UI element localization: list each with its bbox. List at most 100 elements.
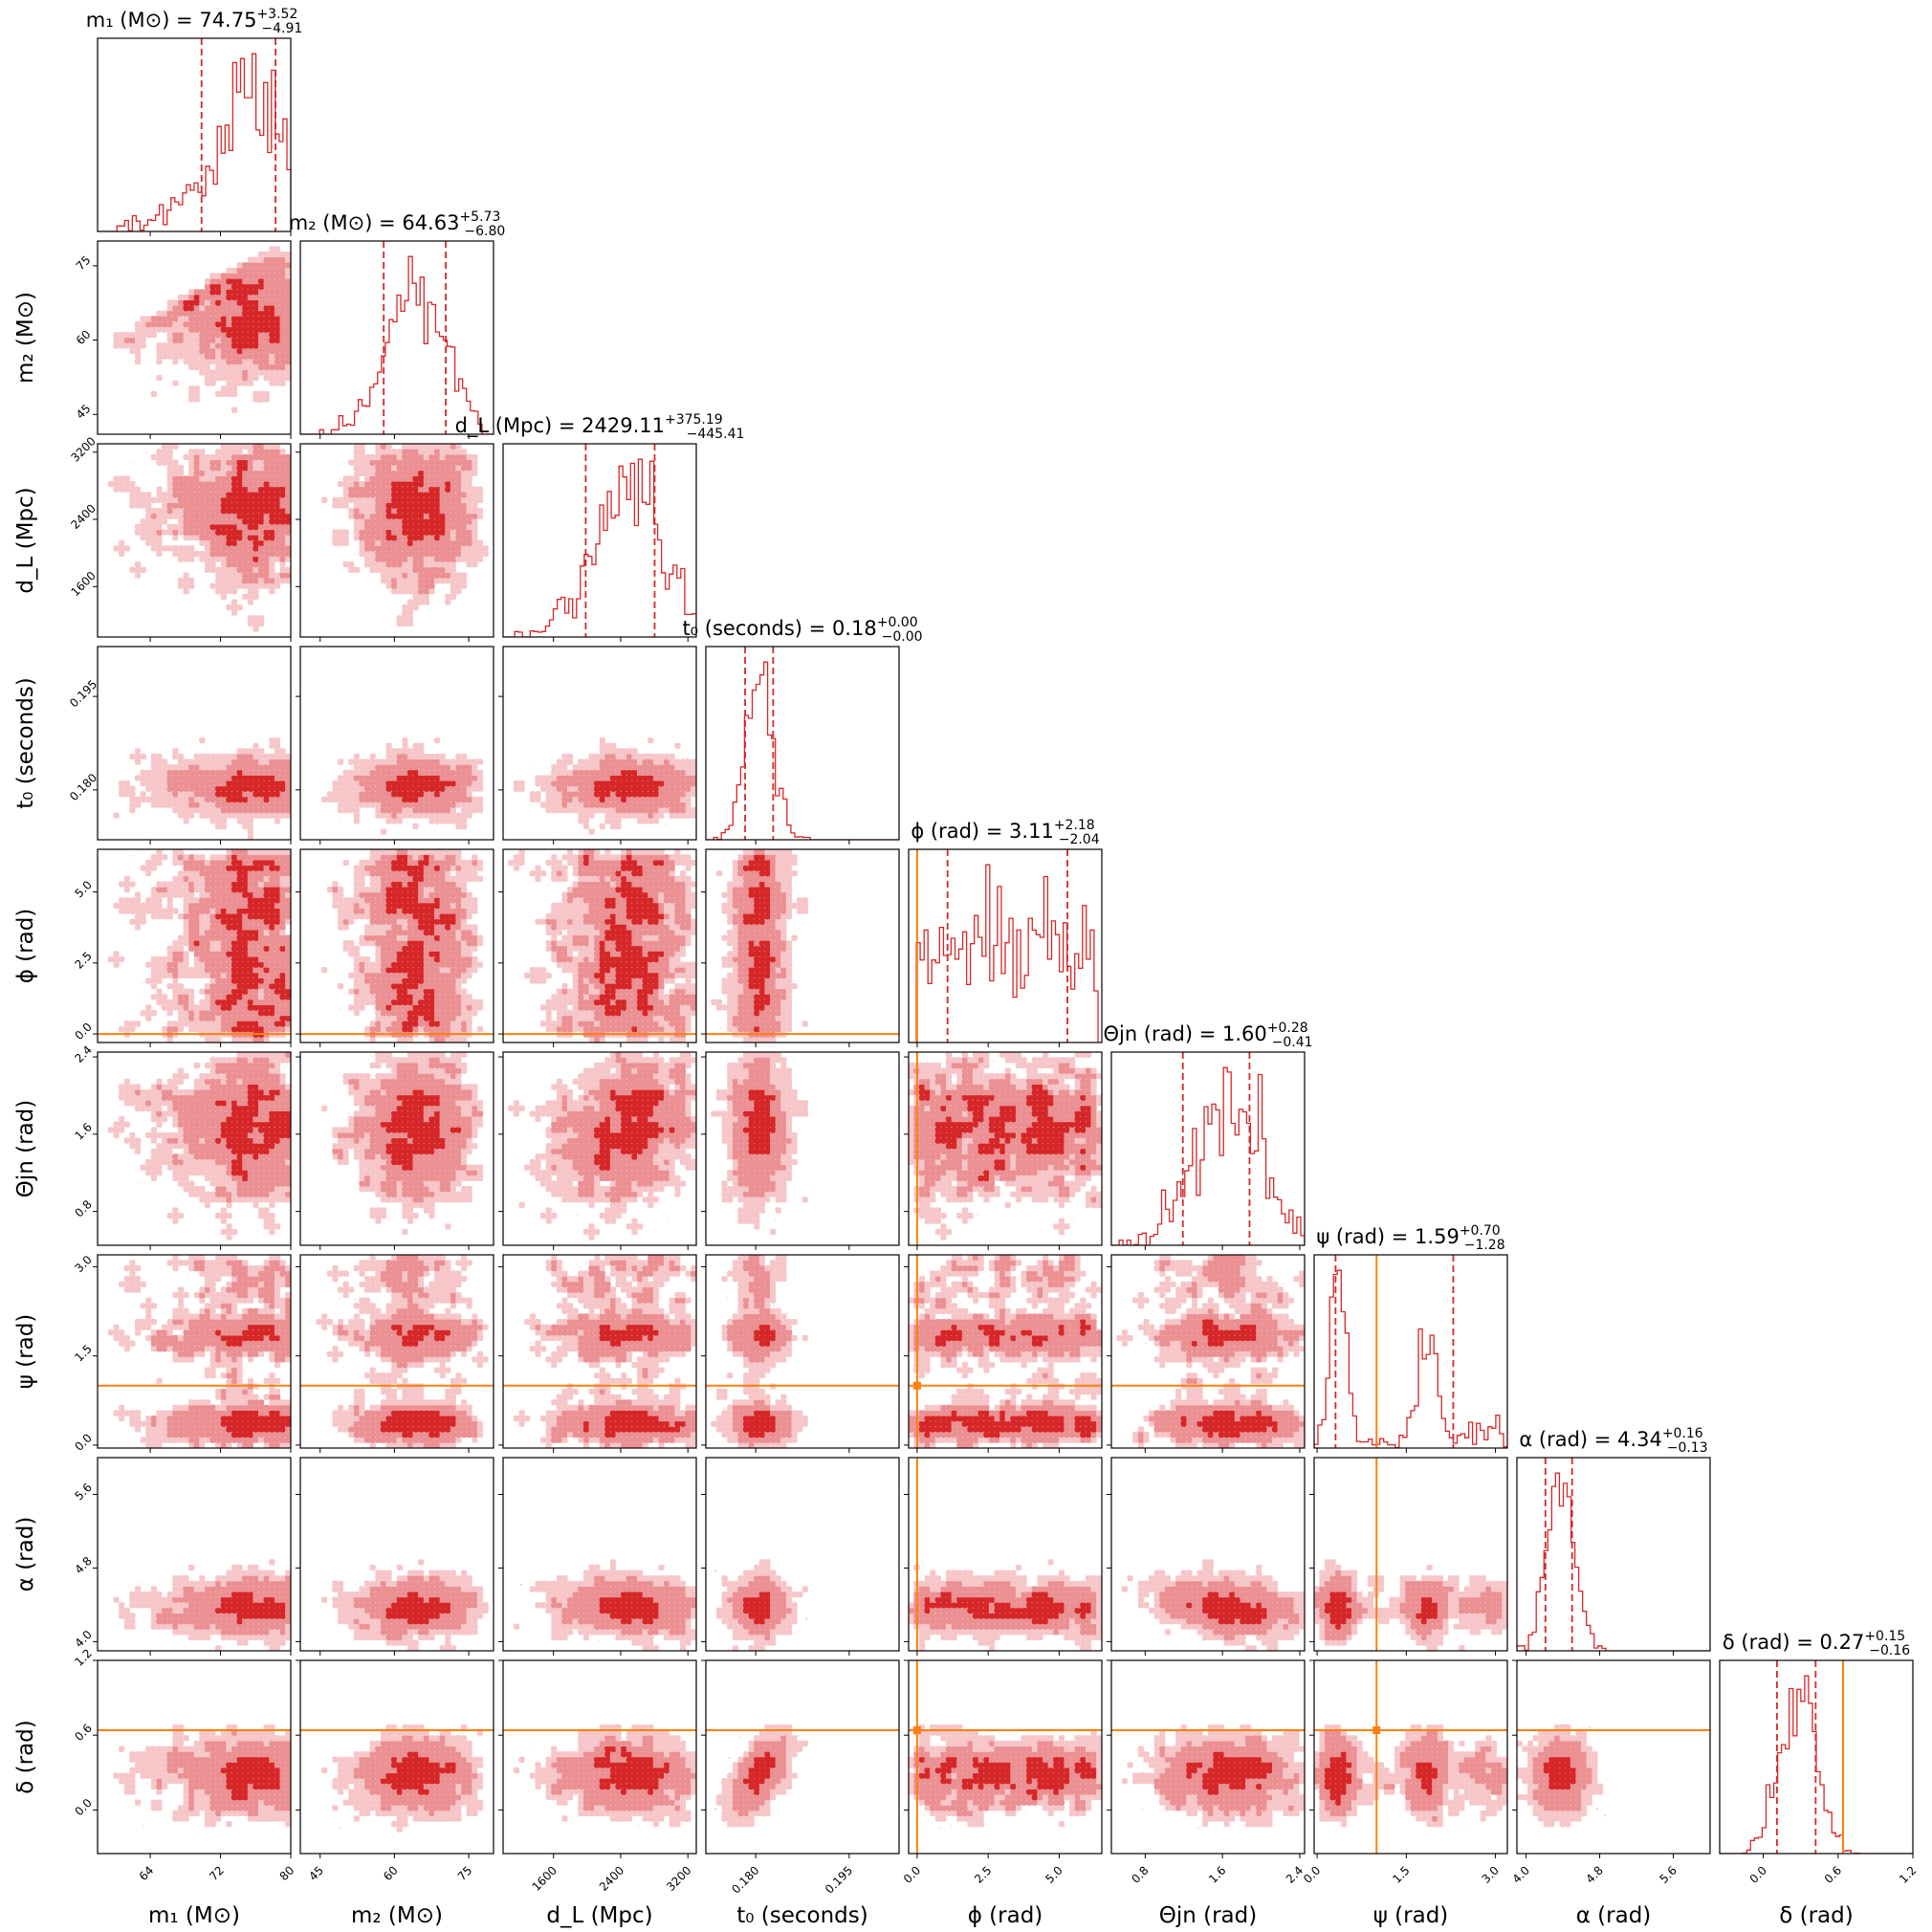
title-dL: d_L (Mpc) = 2429.11+375.19 −445.41 (455, 412, 745, 442)
y-tick-label-alpha: 5.6 (72, 1481, 94, 1503)
x-tick-label-phi: 5.0 (1043, 1863, 1065, 1885)
title-phi: ϕ (rad) = 3.11+2.18 −2.04 (911, 818, 1099, 847)
panel-phi-alpha (904, 1458, 1102, 1665)
panel-t0-phi (701, 849, 899, 1047)
title-theta_jn: Θjn (rad) = 1.60+0.28 −0.41 (1103, 1021, 1312, 1050)
histogram-step-m1 (98, 54, 291, 231)
panel-phi-theta_jn (904, 1041, 1102, 1250)
x-tick-label-delta: 1.2 (1897, 1863, 1919, 1885)
panel-m2-delta: 45 60 75 (296, 1660, 494, 1883)
y-tick-label-m2: 45 (74, 402, 94, 422)
panel-m1-m2: 45 60 75 (74, 241, 364, 439)
y-tick-label-phi: 2.5 (72, 949, 94, 971)
panel-frame (1314, 1255, 1507, 1448)
title-alpha: α (rad) = 4.34+0.16 −0.13 (1519, 1426, 1707, 1456)
y-tick-label-m2: 75 (74, 253, 94, 274)
y-tick-label-t0: 0.180 (67, 771, 99, 803)
x-axis-label-m2: m₂ (M⊙) (351, 1903, 443, 1928)
panel-m1-dL: 1600 2400 3200 (68, 412, 363, 642)
x-tick-label-theta_jn: 0.8 (1129, 1863, 1151, 1885)
panel-m1-delta: 64 72 800.00.61.2 (72, 1646, 363, 1883)
panel-dL-theta_jn (498, 1041, 728, 1250)
y-tick-label-m2: 60 (74, 327, 94, 347)
panel-m1-phi: 0.02.55.0 (72, 849, 363, 1047)
y-axis-label-t0: t₀ (seconds) (13, 677, 38, 809)
y-tick-label-dL: 2400 (68, 501, 98, 531)
x-axis-label-psi: ψ (rad) (1373, 1903, 1449, 1928)
y-tick-label-dL: 3200 (68, 434, 98, 464)
x-tick-label-alpha: 4.8 (1584, 1863, 1606, 1885)
x-axis-label-alpha: α (rad) (1576, 1903, 1652, 1928)
panel-dL-delta: 1600 2400 3200 (498, 1660, 728, 1894)
x-tick-label-dL: 3200 (664, 1863, 693, 1893)
panel-phi-psi (904, 1235, 1102, 1453)
panel-theta_jn-delta: 0.8 1.6 2.4 (1107, 1660, 1316, 1886)
panel-m2-dL (296, 412, 494, 642)
x-axis-label-m1: m₁ (M⊙) (148, 1903, 240, 1928)
panel-theta_jn-alpha (1107, 1458, 1316, 1665)
truth-marker (1372, 1726, 1380, 1734)
y-tick-label-alpha: 4.0 (72, 1628, 94, 1650)
panel-t0-alpha (701, 1458, 899, 1665)
histogram-theta_jn (1111, 1052, 1305, 1250)
y-axis-label-phi: ϕ (rad) (13, 909, 38, 984)
truth-marker (913, 1726, 921, 1734)
y-axis-label-dL: d_L (Mpc) (13, 487, 38, 593)
x-tick-label-m1: 64 (137, 1863, 157, 1883)
panel-frame (1111, 1052, 1305, 1245)
histogram-step-m2 (300, 256, 494, 434)
x-tick-label-delta: 0.0 (1747, 1863, 1769, 1885)
y-axis-label-alpha: α (rad) (13, 1517, 38, 1592)
panel-dL-t0 (498, 647, 728, 845)
histogram-psi (1314, 1255, 1507, 1453)
x-tick-label-m1: 80 (277, 1863, 297, 1883)
x-tick-label-t0: 0.195 (823, 1863, 855, 1896)
histogram-alpha (1517, 1458, 1710, 1656)
x-tick-label-psi: 3.0 (1480, 1863, 1502, 1885)
x-tick-label-m2: 75 (455, 1863, 475, 1883)
y-tick-label-theta_jn: 2.4 (72, 1043, 94, 1065)
title-t0: t₀ (seconds) = 0.18+0.00 −0.00 (682, 615, 922, 645)
y-tick-label-psi: 1.5 (72, 1342, 94, 1364)
x-tick-label-m2: 45 (306, 1863, 326, 1883)
x-tick-label-dL: 2400 (597, 1863, 626, 1893)
panel-psi-delta: 0.0 1.5 3.0 (1301, 1660, 1527, 1886)
histogram-step-phi (909, 865, 1102, 1043)
panel-m2-theta_jn (296, 1041, 494, 1250)
x-axis-label-phi: ϕ (rad) (968, 1903, 1043, 1928)
x-tick-label-phi: 2.5 (972, 1863, 994, 1885)
panel-dL-phi (498, 849, 728, 1047)
y-tick-label-delta: 1.2 (72, 1646, 94, 1668)
histogram-step-t0 (706, 662, 899, 840)
panel-t0-psi (701, 1235, 899, 1453)
x-tick-label-alpha: 4.0 (1510, 1863, 1532, 1885)
x-tick-label-phi: 0.0 (901, 1863, 923, 1885)
panel-alpha-delta: 4.0 4.8 5.6 (1503, 1660, 1710, 1886)
panel-dL-psi (498, 1235, 728, 1453)
histogram-step-psi (1314, 1270, 1507, 1448)
histogram-m1 (98, 38, 291, 236)
x-tick-label-t0: 0.180 (729, 1863, 761, 1896)
y-tick-label-psi: 0.0 (72, 1431, 94, 1453)
x-tick-label-theta_jn: 1.6 (1206, 1863, 1228, 1885)
histogram-t0 (706, 647, 899, 845)
panel-theta_jn-psi (1107, 1235, 1316, 1453)
x-tick-label-m1: 72 (207, 1863, 227, 1883)
x-axis-label-dL: d_L (Mpc) (546, 1903, 652, 1928)
histogram-m2 (300, 241, 494, 439)
panel-frame (300, 241, 494, 434)
title-delta: δ (rad) = 0.27+0.15 −0.16 (1723, 1629, 1910, 1658)
panel-m1-theta_jn: 0.81.62.4 (72, 1041, 363, 1250)
x-tick-label-dL: 1600 (530, 1863, 560, 1893)
histogram-step-theta_jn (1111, 1067, 1305, 1245)
x-tick-label-psi: 1.5 (1390, 1863, 1412, 1885)
title-m2: m₂ (M⊙) = 64.63+5.73 −6.80 (289, 209, 506, 239)
y-tick-label-theta_jn: 0.8 (72, 1197, 94, 1219)
panel-m2-phi (296, 849, 494, 1047)
x-axis-label-delta: δ (rad) (1779, 1903, 1853, 1928)
y-tick-label-dL: 1600 (68, 569, 98, 599)
x-tick-label-alpha: 5.6 (1657, 1863, 1679, 1885)
histogram-phi (909, 849, 1102, 1047)
